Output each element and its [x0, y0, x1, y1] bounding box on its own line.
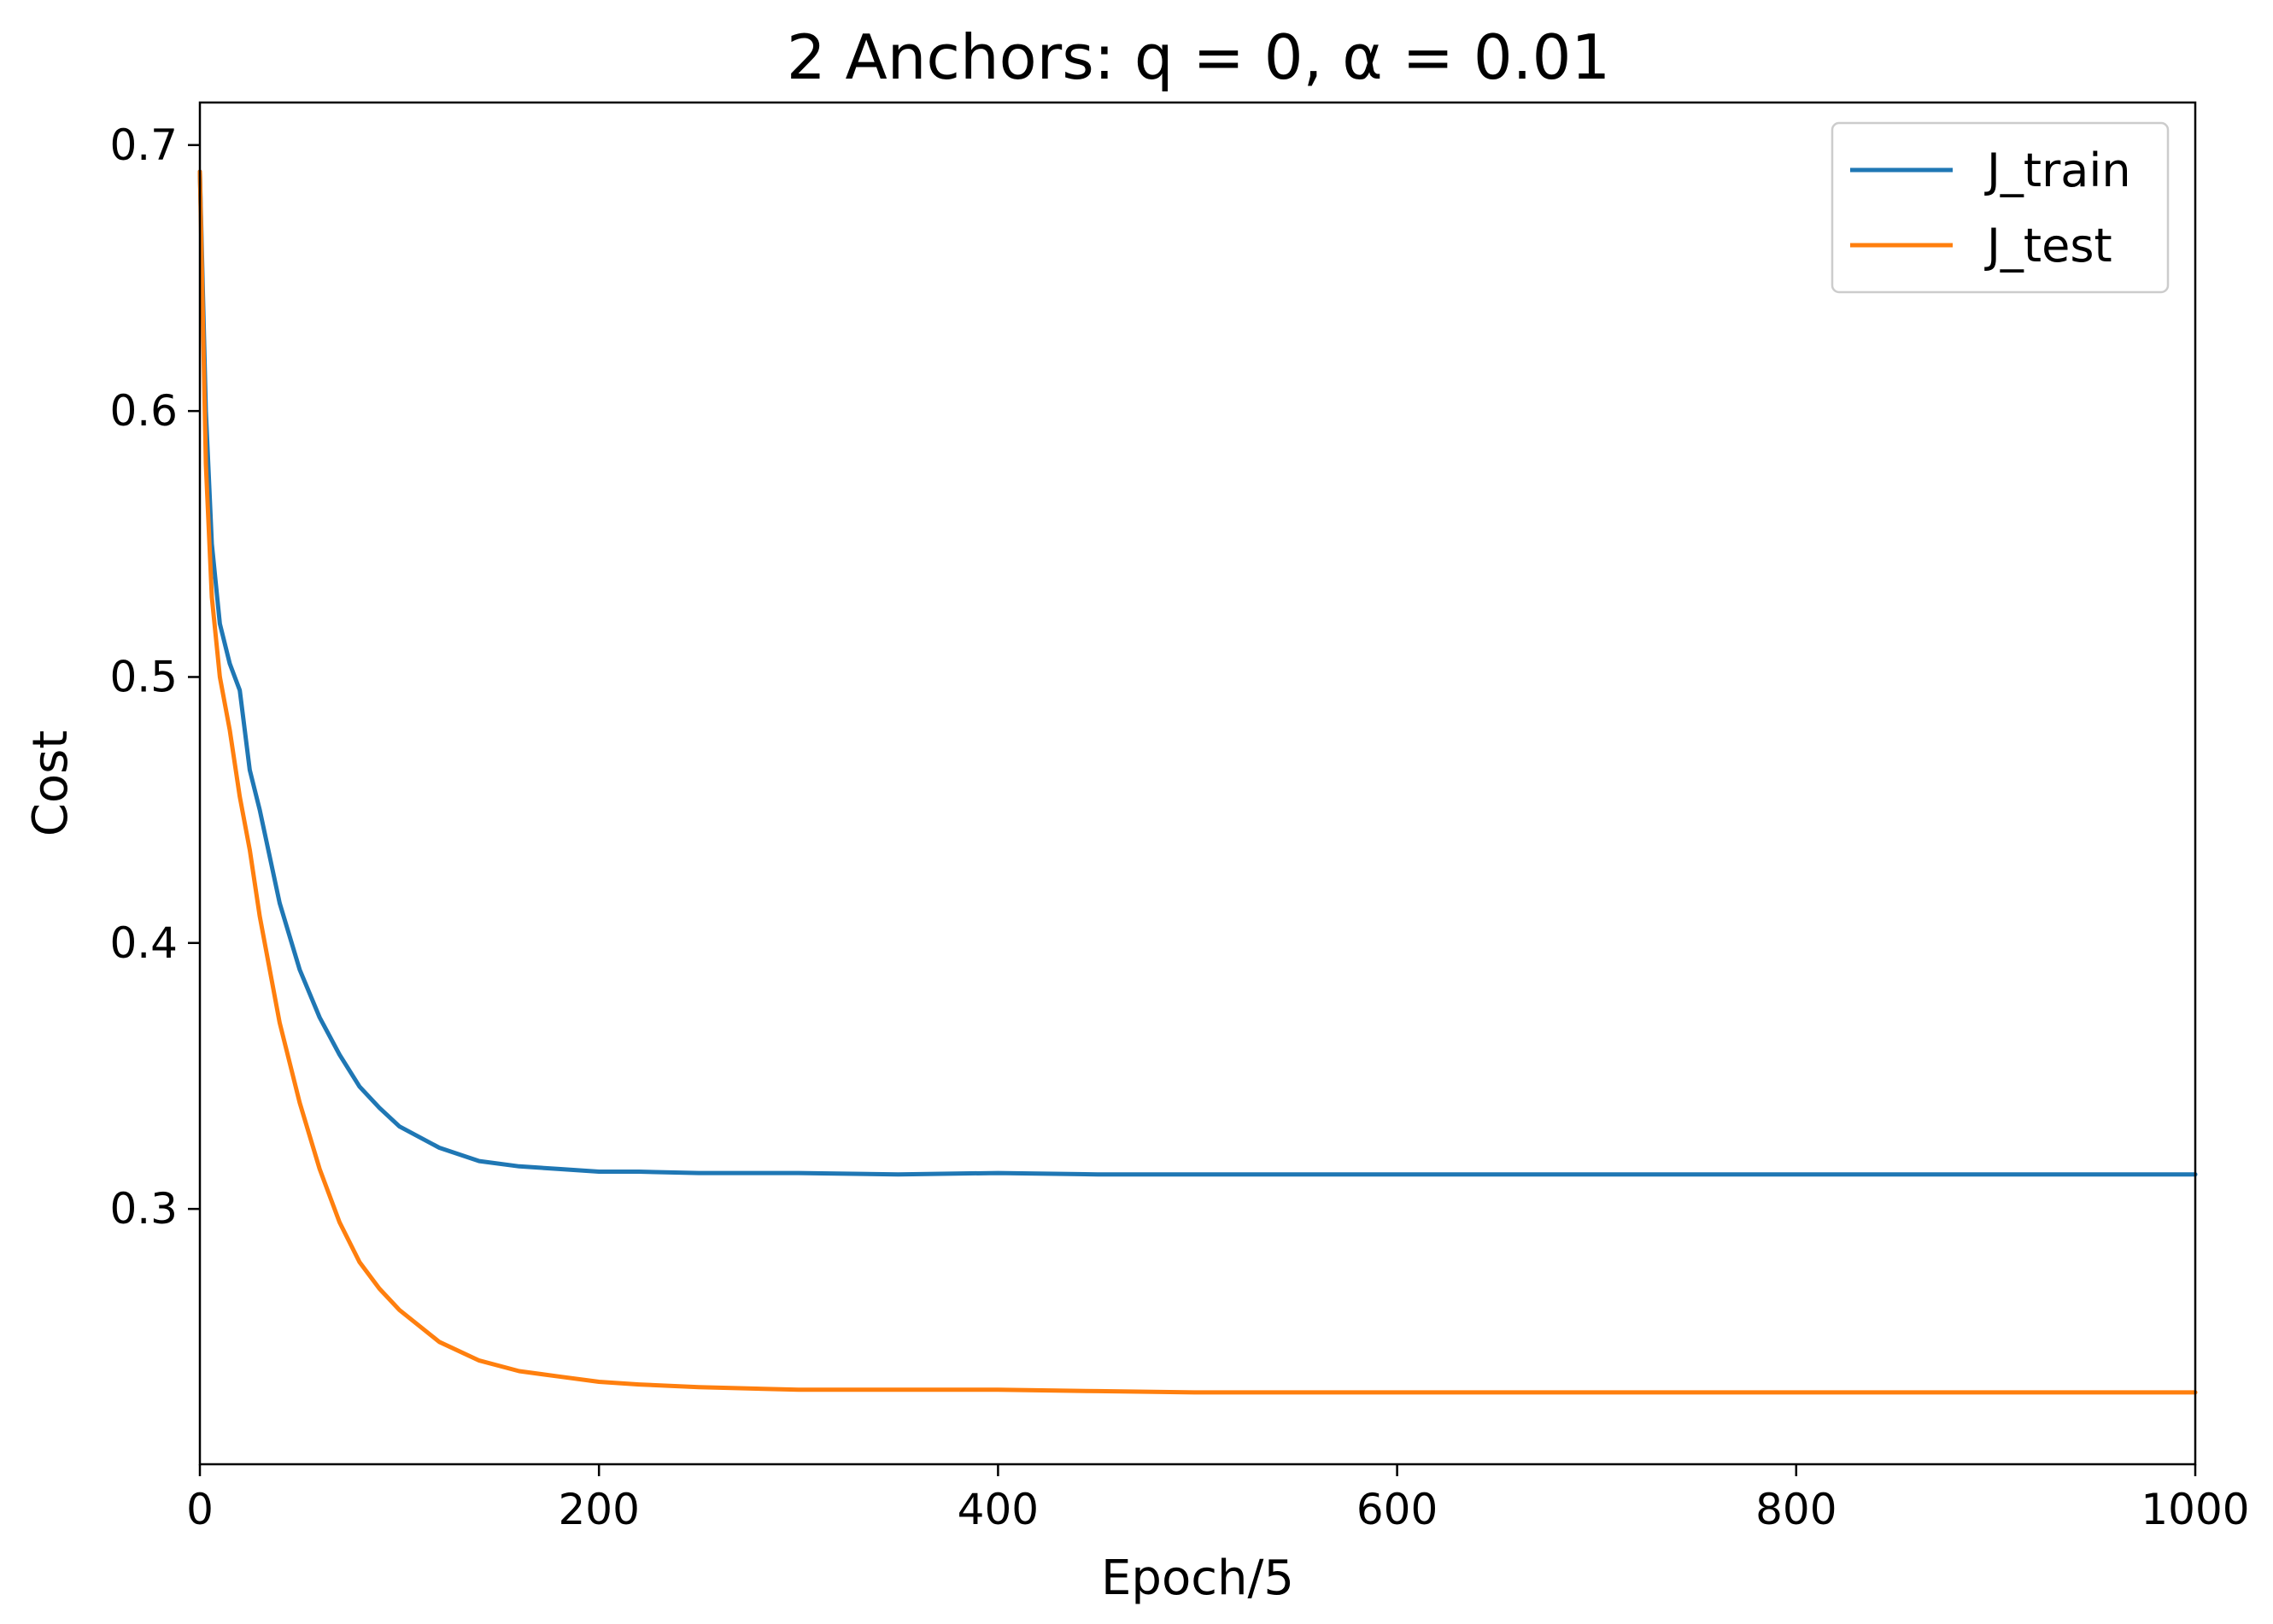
x-axis: 0 200 400 600 800 1000 — [186, 1464, 2250, 1534]
y-tick-label: 0.4 — [109, 918, 178, 968]
y-tick-label: 0.7 — [109, 120, 178, 170]
chart-title: 2 Anchors: q = 0, α = 0.01 — [787, 21, 1610, 93]
x-tick-label: 600 — [1356, 1485, 1438, 1534]
x-tick-label: 0 — [186, 1485, 214, 1534]
legend: J_train J_test — [1831, 121, 2170, 294]
x-tick-label: 400 — [958, 1485, 1039, 1534]
x-tick-label: 200 — [558, 1485, 639, 1534]
x-axis-label: Epoch/5 — [1101, 1551, 1294, 1606]
x-tick-label: 1000 — [2141, 1485, 2249, 1534]
series-line-j-test — [197, 169, 2198, 1395]
plot-frame — [198, 101, 2197, 1466]
y-tick-label: 0.3 — [109, 1184, 178, 1234]
legend-label-j-train: J_train — [1984, 144, 2131, 197]
y-tick-label: 0.5 — [109, 652, 178, 701]
x-tick-label: 800 — [1755, 1485, 1837, 1534]
legend-label-j-test: J_test — [1984, 219, 2112, 273]
y-tick-label: 0.6 — [109, 386, 178, 436]
series-line-j-train — [197, 169, 2198, 1177]
y-axis: 0.3 0.4 0.5 0.6 0.7 — [109, 120, 200, 1234]
legend-box — [1831, 121, 2170, 294]
series-layer — [197, 169, 2198, 1395]
y-axis-label: Cost — [23, 730, 79, 837]
